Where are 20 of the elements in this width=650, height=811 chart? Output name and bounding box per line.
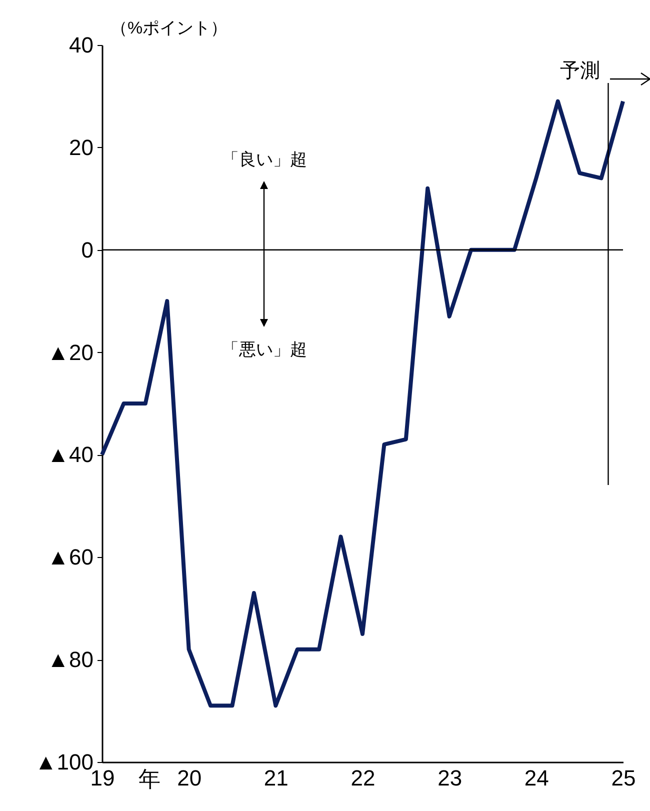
- y-tick-label: 20: [69, 134, 94, 160]
- x-tick-label: 22: [350, 766, 376, 790]
- x-tick-label: 24: [524, 766, 549, 790]
- annotation: 「悪い」超: [222, 339, 307, 361]
- x-axis-title: 年: [138, 766, 160, 792]
- y-tick-label: ▲20: [47, 340, 94, 365]
- y-axis-title: （%ポイント）: [110, 18, 228, 38]
- y-tick-label: 40: [69, 32, 94, 58]
- annotation: 「良い」超: [222, 149, 307, 171]
- y-tick-label: ▲80: [47, 647, 94, 672]
- y-tick-label: ▲40: [47, 442, 94, 468]
- y-tick-label: ▲100: [35, 750, 94, 774]
- x-tick-label: 25: [611, 766, 636, 790]
- line-series: [100, 99, 625, 708]
- y-tick-label: ▲60: [47, 544, 94, 570]
- x-tick-label: 21: [264, 766, 288, 790]
- ref-line-label: 予測: [560, 60, 600, 82]
- x-tick-label: 23: [438, 766, 462, 790]
- y-tick-label: 0: [81, 237, 94, 262]
- x-tick-label: 20: [177, 766, 202, 790]
